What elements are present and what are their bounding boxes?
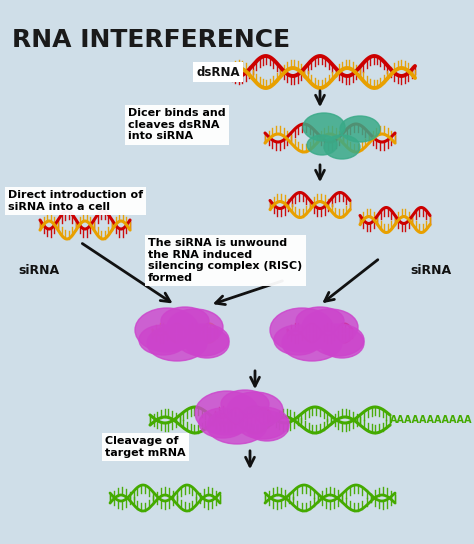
Ellipse shape [270, 308, 334, 352]
Ellipse shape [307, 135, 337, 155]
Ellipse shape [245, 411, 289, 441]
Ellipse shape [207, 408, 267, 444]
Ellipse shape [320, 328, 364, 358]
Ellipse shape [340, 116, 380, 142]
Ellipse shape [167, 309, 223, 345]
Ellipse shape [199, 408, 247, 438]
Ellipse shape [237, 407, 289, 439]
Text: siRNA: siRNA [18, 263, 59, 276]
Ellipse shape [312, 324, 364, 356]
Ellipse shape [195, 391, 259, 435]
Ellipse shape [282, 325, 342, 361]
Text: The siRNA is unwound
the RNA induced
silencing complex (RISC)
formed: The siRNA is unwound the RNA induced sil… [148, 238, 302, 283]
Ellipse shape [302, 309, 358, 345]
Text: AAAAAAAAAAA: AAAAAAAAAAA [390, 415, 473, 425]
Ellipse shape [324, 135, 360, 159]
Ellipse shape [274, 325, 322, 355]
Ellipse shape [161, 307, 209, 335]
Ellipse shape [221, 390, 269, 418]
Text: Direct introduction of
siRNA into a cell: Direct introduction of siRNA into a cell [8, 190, 143, 212]
Ellipse shape [296, 307, 344, 335]
Text: siRNA: siRNA [410, 263, 451, 276]
Ellipse shape [303, 113, 345, 141]
Ellipse shape [177, 324, 229, 356]
Ellipse shape [185, 328, 229, 358]
Ellipse shape [135, 308, 199, 352]
Ellipse shape [227, 392, 283, 428]
Text: Cleavage of
target mRNA: Cleavage of target mRNA [105, 436, 186, 458]
Ellipse shape [147, 325, 207, 361]
Text: Dicer binds and
cleaves dsRNA
into siRNA: Dicer binds and cleaves dsRNA into siRNA [128, 108, 226, 141]
Ellipse shape [139, 325, 187, 355]
Text: dsRNA: dsRNA [196, 65, 240, 78]
Text: RNA INTERFERENCE: RNA INTERFERENCE [12, 28, 290, 52]
